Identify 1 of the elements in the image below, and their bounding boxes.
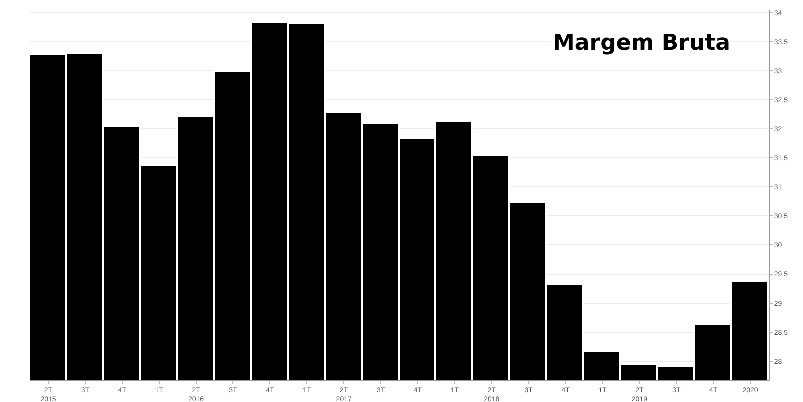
- text: Margem Bruta: [553, 31, 730, 56]
